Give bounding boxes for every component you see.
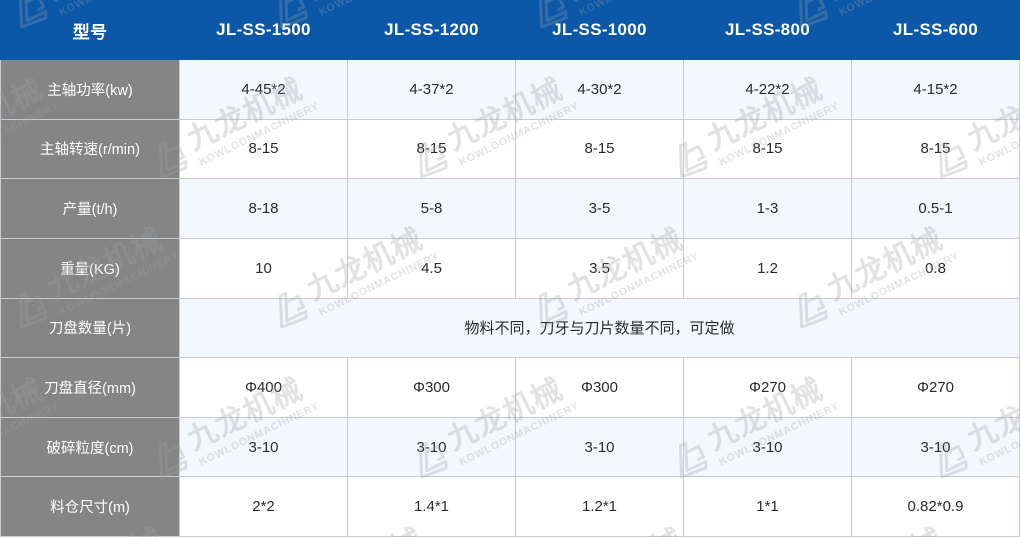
table-cell: 2*2 bbox=[179, 476, 348, 537]
table-cell: 8-15 bbox=[347, 118, 516, 180]
table-row: 产量(t/h) 8-18 5-8 3-5 1-3 0.5-1 bbox=[0, 178, 1020, 239]
table-cell: 8-15 bbox=[179, 118, 348, 180]
table-cell: Φ270 bbox=[851, 357, 1020, 418]
table-cell: 3-10 bbox=[179, 416, 348, 478]
column-header-jl-ss-1200: JL-SS-1200 bbox=[347, 0, 516, 60]
table-cell: 3-10 bbox=[851, 416, 1020, 478]
table-cell: 10 bbox=[179, 237, 348, 299]
merged-note-cell: 物料不同，刀牙与刀片数量不同，可定做 bbox=[179, 297, 1020, 359]
table-cell: 0.5-1 bbox=[851, 178, 1020, 239]
table-row: 主轴转速(r/min) 8-15 8-15 8-15 8-15 8-15 bbox=[0, 118, 1020, 180]
table-cell: 1.4*1 bbox=[347, 476, 516, 537]
row-label: 主轴转速(r/min) bbox=[0, 118, 180, 180]
table-cell: 3.5 bbox=[515, 237, 684, 299]
row-label: 重量(KG) bbox=[0, 237, 180, 299]
table-row: 破碎粒度(cm) 3-10 3-10 3-10 3-10 3-10 bbox=[0, 416, 1020, 478]
row-label: 刀盘直径(mm) bbox=[0, 357, 180, 418]
table-cell: 3-10 bbox=[347, 416, 516, 478]
table-cell: 0.8 bbox=[851, 237, 1020, 299]
table-cell: Φ300 bbox=[515, 357, 684, 418]
table-cell: Φ270 bbox=[683, 357, 852, 418]
row-label: 主轴功率(kw) bbox=[0, 59, 180, 120]
table-row: 主轴功率(kw) 4-45*2 4-37*2 4-30*2 4-22*2 4-15*2 bbox=[0, 59, 1020, 120]
table-cell: 5-8 bbox=[347, 178, 516, 239]
table-row: 刀盘直径(mm) Φ400 Φ300 Φ300 Φ270 Φ270 bbox=[0, 357, 1020, 418]
row-label: 料仓尺寸(m) bbox=[0, 476, 180, 537]
column-header-model: 型号 bbox=[0, 0, 180, 60]
table-cell: 4.5 bbox=[347, 237, 516, 299]
table-cell: 8-15 bbox=[683, 118, 852, 180]
table-cell: 4-45*2 bbox=[179, 59, 348, 120]
table-row: 刀盘数量(片) 物料不同，刀牙与刀片数量不同，可定做 bbox=[0, 297, 1020, 359]
table-cell: 4-37*2 bbox=[347, 59, 516, 120]
table-header-row: 型号 JL-SS-1500 JL-SS-1200 JL-SS-1000 JL-S… bbox=[0, 0, 1020, 60]
table-cell: 4-22*2 bbox=[683, 59, 852, 120]
table-body: 主轴功率(kw) 4-45*2 4-37*2 4-30*2 4-22*2 4-15*2 主轴… bbox=[0, 59, 1020, 537]
table-header: 型号 JL-SS-1500 JL-SS-1200 JL-SS-1000 JL-S… bbox=[0, 0, 1020, 60]
table-cell: 0.82*0.9 bbox=[851, 476, 1020, 537]
table-cell: Φ400 bbox=[179, 357, 348, 418]
column-header-jl-ss-1000: JL-SS-1000 bbox=[515, 0, 684, 60]
row-label: 破碎粒度(cm) bbox=[0, 416, 180, 478]
table-cell: 1*1 bbox=[683, 476, 852, 537]
table-cell: 3-10 bbox=[683, 416, 852, 478]
row-label: 刀盘数量(片) bbox=[0, 297, 180, 359]
table-cell: 3-5 bbox=[515, 178, 684, 239]
table-cell: 8-15 bbox=[851, 118, 1020, 180]
table-cell: 3-10 bbox=[515, 416, 684, 478]
table-cell: 4-30*2 bbox=[515, 59, 684, 120]
column-header-jl-ss-600: JL-SS-600 bbox=[851, 0, 1020, 60]
table-cell: 8-18 bbox=[179, 178, 348, 239]
table-row: 重量(KG) 10 4.5 3.5 1.2 0.8 bbox=[0, 237, 1020, 299]
table-cell: 1.2*1 bbox=[515, 476, 684, 537]
table-cell: 8-15 bbox=[515, 118, 684, 180]
table-cell: 1.2 bbox=[683, 237, 852, 299]
column-header-jl-ss-1500: JL-SS-1500 bbox=[179, 0, 348, 60]
table-cell: 4-15*2 bbox=[851, 59, 1020, 120]
table-cell: Φ300 bbox=[347, 357, 516, 418]
table-row: 料仓尺寸(m) 2*2 1.4*1 1.2*1 1*1 0.82*0.9 bbox=[0, 476, 1020, 537]
row-label: 产量(t/h) bbox=[0, 178, 180, 239]
column-header-jl-ss-800: JL-SS-800 bbox=[683, 0, 852, 60]
table-cell: 1-3 bbox=[683, 178, 852, 239]
